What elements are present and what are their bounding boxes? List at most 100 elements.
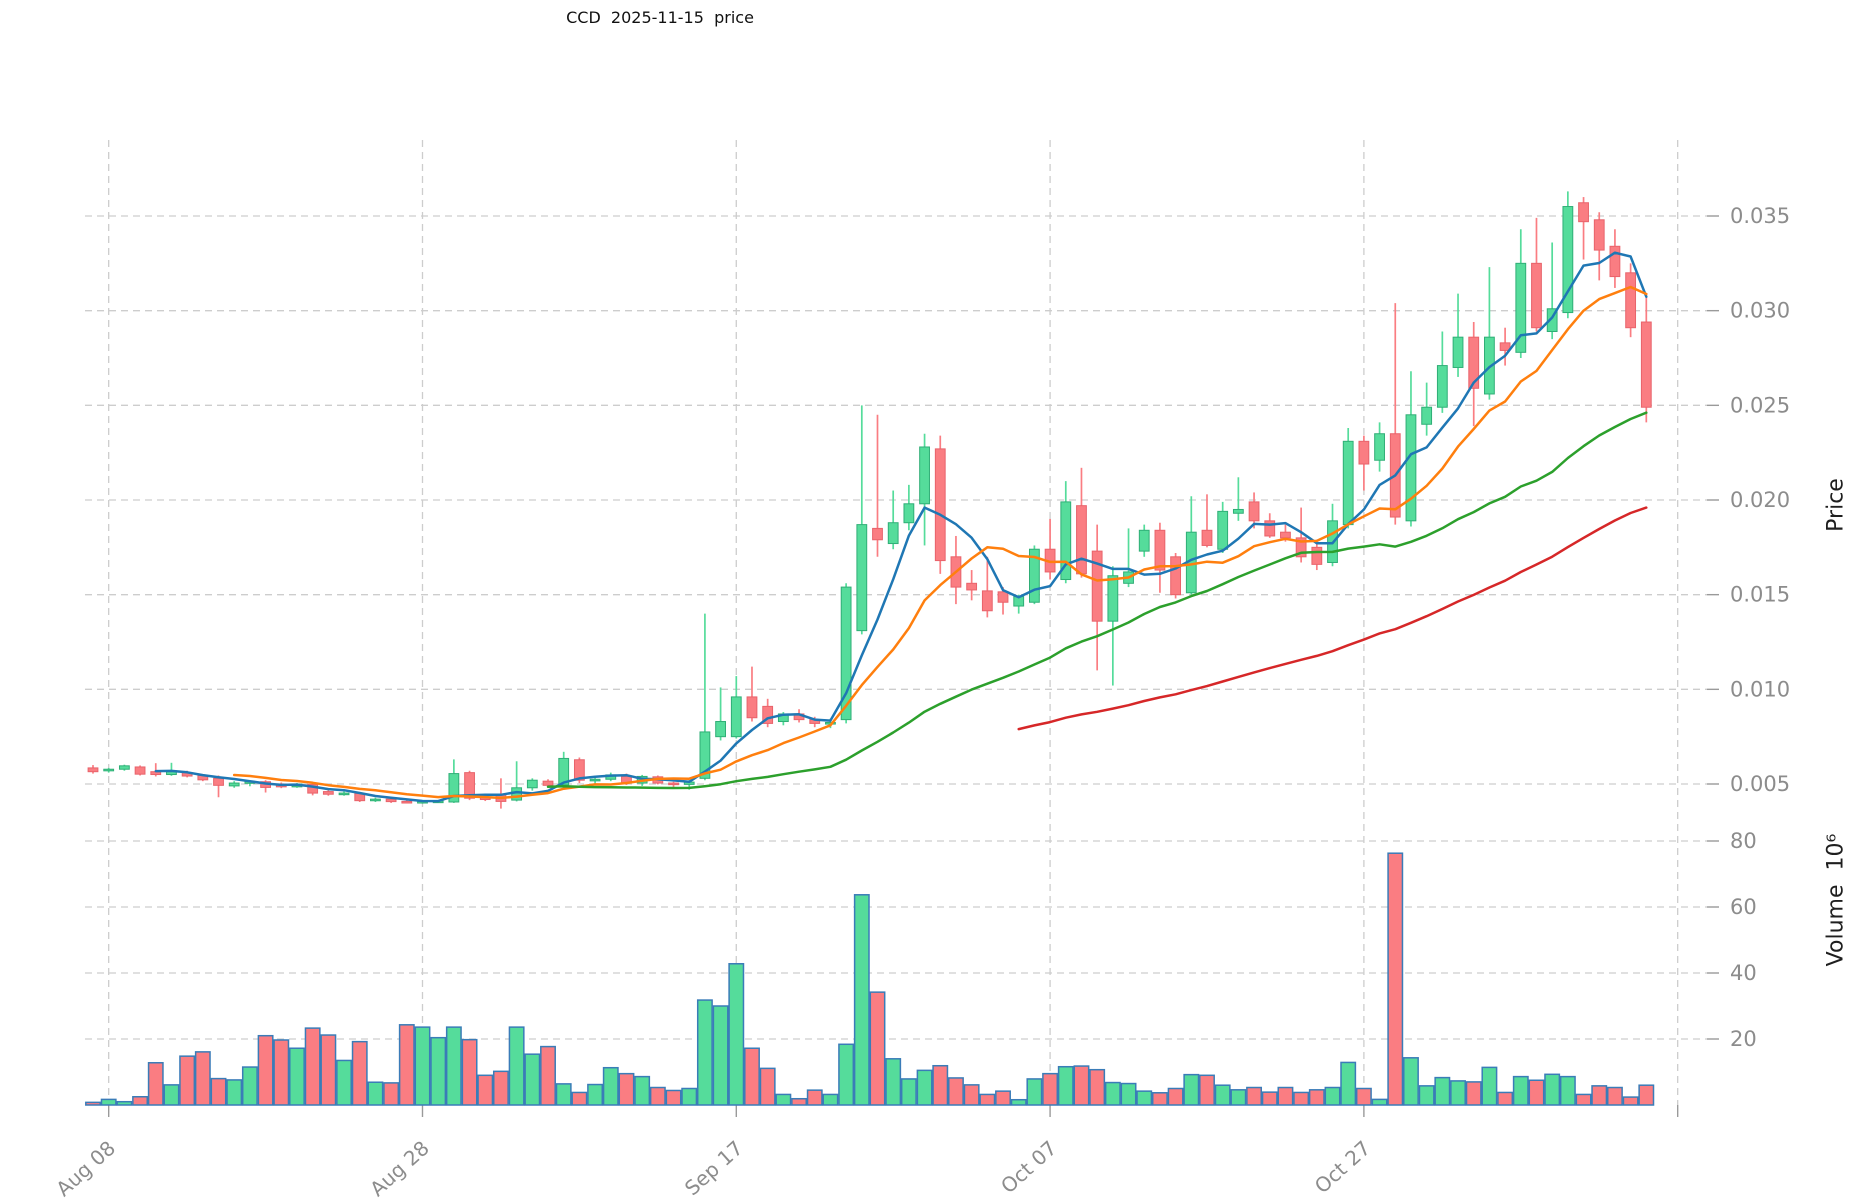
date-tick-label: Aug 28 bbox=[365, 1136, 434, 1201]
candle-body bbox=[589, 778, 601, 782]
volume-bar bbox=[838, 1043, 855, 1106]
volume-bar bbox=[555, 1083, 572, 1106]
volume-tick-label: 80 bbox=[1730, 829, 1757, 853]
volume-bar bbox=[1042, 1072, 1059, 1106]
candle-body bbox=[1515, 262, 1527, 353]
candle-body bbox=[746, 696, 758, 719]
volume-bar bbox=[1230, 1089, 1247, 1106]
volume-bar bbox=[1136, 1090, 1153, 1106]
volume-bar bbox=[979, 1093, 996, 1106]
volume-bar bbox=[226, 1079, 243, 1106]
candle-body bbox=[1405, 414, 1417, 522]
candle-body bbox=[1060, 501, 1072, 581]
candle-body bbox=[338, 792, 350, 796]
candle-body bbox=[1201, 529, 1213, 546]
volume-bar bbox=[587, 1083, 604, 1106]
volume-bar bbox=[367, 1081, 384, 1106]
sma60-line bbox=[1017, 506, 1648, 731]
volume-bar bbox=[320, 1034, 337, 1106]
volume-bar bbox=[1512, 1075, 1529, 1106]
volume-bar bbox=[932, 1064, 949, 1106]
price-tick-label: 0.025 bbox=[1730, 393, 1790, 417]
volume-bar bbox=[1528, 1079, 1545, 1106]
x-axis-labels: Aug 08 Aug 28 Sep 17 Oct 07 Oct 27 bbox=[51, 1136, 1375, 1201]
volume-bar bbox=[492, 1070, 509, 1106]
volume-bar bbox=[85, 1101, 101, 1106]
volume-bar bbox=[1246, 1086, 1263, 1106]
sma10-line bbox=[232, 285, 1648, 800]
volume-bar bbox=[445, 1026, 462, 1106]
volume-bar bbox=[759, 1067, 776, 1106]
volume-bar bbox=[414, 1026, 431, 1106]
volume-axis-label: Volume 10⁶ bbox=[1823, 833, 1849, 967]
volume-bar bbox=[351, 1040, 368, 1106]
volume-bar bbox=[147, 1062, 164, 1106]
volume-bar bbox=[289, 1047, 305, 1106]
volume-bar bbox=[398, 1024, 415, 1106]
date-tick-label: Oct 27 bbox=[1310, 1136, 1375, 1198]
volume-bar bbox=[900, 1078, 917, 1106]
volume-bar bbox=[524, 1053, 541, 1106]
volume-bar bbox=[1544, 1073, 1561, 1106]
volume-bar bbox=[791, 1097, 807, 1106]
candle-body bbox=[370, 798, 381, 802]
candle-body bbox=[542, 780, 554, 786]
candle-body bbox=[1248, 501, 1260, 522]
candle-body bbox=[981, 590, 993, 612]
volume-bar bbox=[1199, 1074, 1215, 1106]
candle-body bbox=[1232, 508, 1244, 514]
volume-bar bbox=[1559, 1075, 1576, 1106]
candle-body bbox=[668, 782, 679, 786]
volume-bar bbox=[1371, 1098, 1388, 1106]
ma-lines-layer bbox=[154, 251, 1648, 803]
candle-body bbox=[762, 705, 774, 724]
volume-bar bbox=[649, 1086, 666, 1106]
candle-body bbox=[1452, 336, 1464, 368]
volume-bar bbox=[1450, 1080, 1466, 1106]
candle-body bbox=[997, 591, 1009, 603]
volume-bar bbox=[1010, 1098, 1027, 1106]
volume-bar bbox=[916, 1069, 933, 1106]
candle-body bbox=[228, 782, 240, 787]
candle-body bbox=[699, 731, 711, 779]
candle-body bbox=[1280, 531, 1291, 539]
price-tick-label: 0.015 bbox=[1730, 583, 1790, 607]
volume-bar bbox=[210, 1077, 227, 1106]
volume-bar bbox=[1340, 1061, 1357, 1106]
volume-bar bbox=[885, 1058, 902, 1106]
volume-bar bbox=[948, 1077, 964, 1106]
volume-bar bbox=[681, 1087, 698, 1106]
volume-bar bbox=[1293, 1091, 1310, 1106]
volume-bar bbox=[1465, 1081, 1482, 1106]
volume-bar bbox=[461, 1038, 478, 1106]
candle-body bbox=[1107, 575, 1119, 622]
candle-body bbox=[934, 448, 946, 562]
volume-bar bbox=[1575, 1093, 1592, 1106]
candle-body bbox=[526, 779, 538, 789]
candle-body bbox=[1295, 537, 1307, 558]
price-tick-label: 0.010 bbox=[1730, 677, 1790, 701]
volume-bar bbox=[1481, 1066, 1498, 1106]
date-tick-label: Sep 17 bbox=[680, 1136, 748, 1200]
candle-body bbox=[1468, 336, 1480, 389]
date-tick-label: Oct 07 bbox=[996, 1136, 1061, 1198]
candle-body bbox=[134, 766, 146, 775]
volume-bar bbox=[540, 1045, 556, 1106]
date-tick-label: Aug 08 bbox=[51, 1136, 120, 1201]
volume-tick-label: 20 bbox=[1730, 1027, 1757, 1051]
candle-body bbox=[322, 791, 334, 795]
candle-body bbox=[1091, 550, 1103, 622]
volume-bar bbox=[963, 1084, 980, 1106]
price-tick-label: 0.035 bbox=[1730, 204, 1790, 228]
volume-bar bbox=[1497, 1091, 1514, 1106]
volume-bar bbox=[1104, 1081, 1121, 1106]
sma5-line bbox=[154, 251, 1648, 803]
volume-bar bbox=[383, 1082, 400, 1106]
candle-body bbox=[1593, 219, 1605, 251]
candle-body bbox=[1154, 529, 1166, 571]
volume-bar bbox=[712, 1005, 729, 1106]
candle-body bbox=[840, 586, 852, 721]
volume-bar bbox=[1073, 1065, 1090, 1106]
volume-bar bbox=[179, 1055, 196, 1106]
